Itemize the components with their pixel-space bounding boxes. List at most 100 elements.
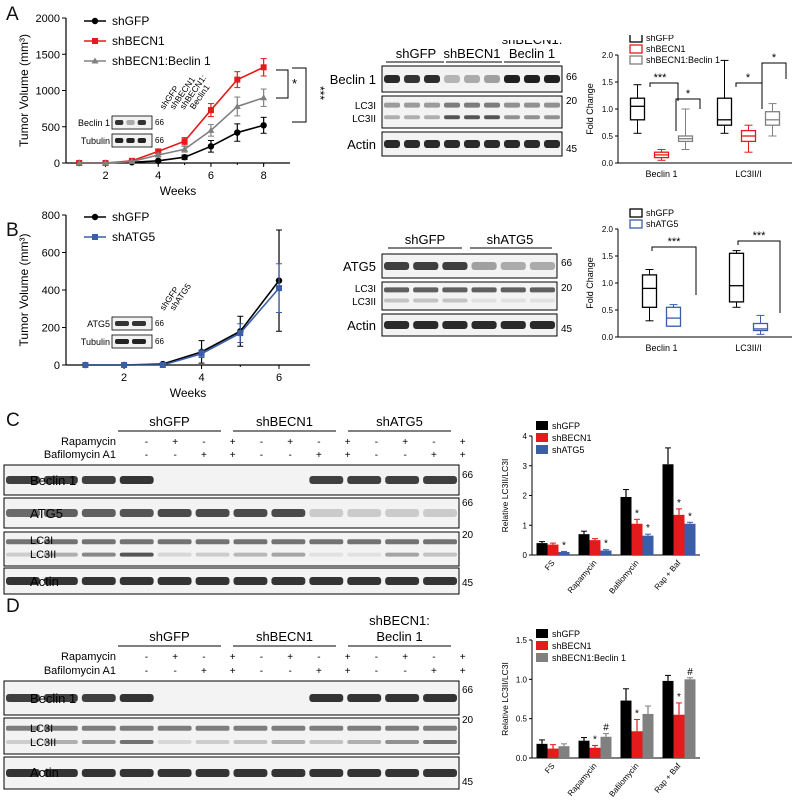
- blot-group-label: shBECN1:: [502, 40, 563, 47]
- blot-mw: 45: [462, 777, 474, 788]
- band: [233, 509, 268, 517]
- bar: [600, 736, 612, 758]
- band: [404, 140, 420, 148]
- band-lc3i: [347, 725, 382, 731]
- band-lc3i: [384, 287, 410, 293]
- band: [271, 509, 306, 517]
- legend-marker: [536, 421, 548, 430]
- band: [43, 577, 78, 585]
- legend-marker: [92, 234, 98, 240]
- bar: [558, 746, 570, 758]
- data-point: [234, 76, 241, 83]
- blot-mw: 66: [462, 685, 474, 696]
- band-lc3ii: [442, 298, 468, 303]
- band-lc3i: [119, 539, 154, 545]
- y-tick-label: 2: [523, 492, 528, 501]
- blot-frame: [381, 95, 563, 129]
- band: [529, 321, 555, 329]
- sign: -: [173, 666, 176, 677]
- sign: -: [375, 437, 378, 448]
- bar: [620, 700, 632, 758]
- x-tick-label: 2: [102, 170, 108, 182]
- band: [385, 509, 420, 517]
- blot-frame: [3, 464, 460, 496]
- inset-band: [137, 120, 146, 125]
- band-lc3i: [43, 725, 78, 731]
- blot-row-label: Actin: [30, 765, 59, 780]
- x-tick-label: FS: [543, 762, 556, 776]
- blot-row-label: ATG5: [343, 259, 376, 274]
- blot-group-label: Beclin 1: [376, 629, 422, 644]
- band: [81, 509, 116, 517]
- data-point: [276, 285, 283, 292]
- data-point: [181, 138, 188, 145]
- band-lc3i: [385, 539, 420, 545]
- sign: +: [431, 666, 437, 677]
- band: [423, 509, 457, 517]
- band-lc3ii: [385, 739, 420, 744]
- blot-row-label: LC3II: [30, 549, 56, 561]
- legend-label: shGFP: [646, 35, 674, 43]
- panel-b-box-chart: 0.0 0.5 1.0 1.5 2.0 Fold Change Beclin 1 LC3II/…: [585, 208, 792, 353]
- blot-group-label: shBECN1: [443, 46, 500, 61]
- sig-bracket: [735, 82, 763, 109]
- blot-mw: 45: [561, 324, 573, 335]
- x-tick-label: Rapamycin: [566, 762, 599, 798]
- y-tick-label: 1: [523, 521, 528, 530]
- y-tick-label: 4: [523, 432, 528, 441]
- legend-marker: [629, 208, 643, 218]
- sign: +: [402, 437, 408, 448]
- y-tick-label: 1.5: [516, 636, 528, 645]
- legend-label: shATG5: [112, 230, 155, 244]
- band-lc3i: [271, 539, 306, 545]
- bar: [589, 540, 601, 555]
- legend-marker: [91, 57, 99, 64]
- blot-row-label: LC3I: [355, 101, 376, 112]
- blot-mw: 66: [561, 258, 573, 269]
- band: [444, 140, 460, 148]
- blot-row-label: LC3II: [352, 297, 376, 308]
- sign: -: [317, 652, 320, 663]
- data-point: [260, 64, 267, 71]
- panel-a-box-chart: 0.0 0.5 1.0 1.5 2.0 Fold Change Beclin 1 LC3II/…: [585, 35, 792, 179]
- legend-marker: [536, 433, 548, 442]
- inset-mw: 66: [155, 337, 164, 346]
- x-tick-label: Rap + Baf: [653, 558, 683, 592]
- band-lc3i: [195, 539, 230, 545]
- legend-label: shBECN1: [552, 641, 592, 651]
- blot-row-label: LC3I: [30, 535, 53, 547]
- band-lc3ii: [6, 552, 40, 557]
- bar: [642, 535, 654, 555]
- legend-marker: [629, 219, 643, 229]
- band-lc3ii: [271, 739, 306, 744]
- data-point: [207, 126, 215, 133]
- sign: +: [172, 652, 178, 663]
- sign: -: [260, 437, 263, 448]
- legend-label: shBECN1: [646, 44, 686, 54]
- y-tick-label: 0.5: [602, 132, 614, 141]
- legend-marker: [91, 213, 99, 221]
- sign: -: [375, 666, 378, 677]
- inset-band: [126, 138, 135, 143]
- box: [665, 306, 682, 327]
- sig-mark: #: [603, 723, 609, 734]
- band-lc3ii: [424, 115, 440, 120]
- band: [119, 509, 154, 517]
- blot-group-label: shGFP: [405, 232, 445, 247]
- band-lc3ii: [385, 552, 420, 557]
- band-lc3ii: [347, 739, 382, 744]
- sign: -: [145, 437, 148, 448]
- sign: +: [201, 666, 207, 677]
- treatment-label: Bafilomycin A1: [44, 449, 116, 461]
- band-lc3ii: [544, 115, 560, 120]
- bar: [631, 523, 643, 555]
- x-tick-label: Bafilomycin: [607, 762, 640, 799]
- y-tick-label: 1.0: [516, 675, 528, 684]
- sig-mark: *: [646, 523, 650, 534]
- blot-row-label: Actin: [347, 318, 376, 333]
- sign: -: [260, 450, 263, 461]
- sig-mark: *: [677, 498, 681, 509]
- band: [233, 577, 268, 585]
- band: [444, 75, 460, 83]
